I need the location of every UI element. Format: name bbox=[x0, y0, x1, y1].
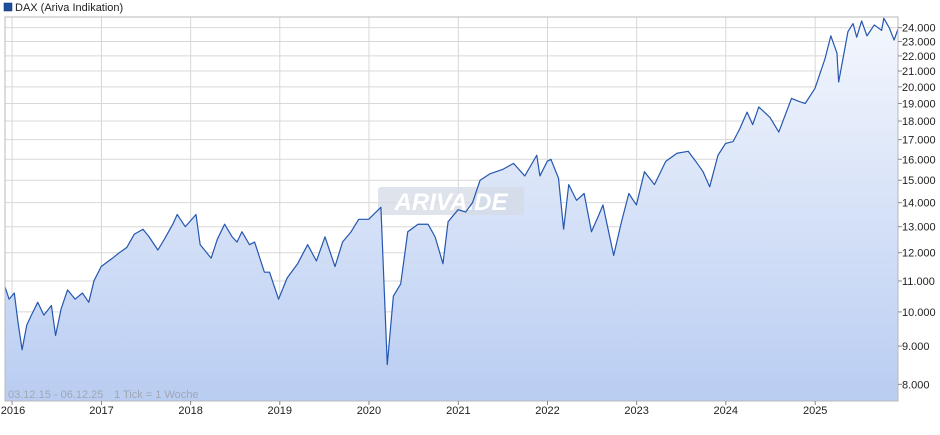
watermark-box bbox=[378, 187, 524, 215]
y-tick-label: 19.000 bbox=[902, 98, 936, 110]
x-tick-label: 2017 bbox=[89, 405, 113, 417]
y-tick-label: 12.000 bbox=[902, 248, 936, 260]
y-tick-label: 20.000 bbox=[902, 82, 936, 94]
y-tick-label: 21.000 bbox=[902, 66, 936, 78]
series-layer bbox=[4, 17, 899, 366]
legend: DAX (Ariva Indikation) bbox=[3, 2, 123, 14]
x-tick-label: 2021 bbox=[446, 405, 470, 417]
y-axis: 8.000 9.000 10.000 11.000 12.000 13.000 14.000… bbox=[898, 23, 936, 391]
y-tick-label: 22.000 bbox=[902, 51, 936, 63]
y-tick-label: 9.000 bbox=[902, 341, 930, 353]
watermark-text: ARIVA.DE bbox=[394, 189, 509, 216]
x-tick-label: 2018 bbox=[178, 405, 202, 417]
x-tick-label: 2024 bbox=[714, 405, 738, 417]
series-area-fill bbox=[5, 18, 898, 402]
series-line bbox=[4, 17, 899, 366]
x-tick-label: 2022 bbox=[535, 405, 559, 417]
x-tick-label: 2020 bbox=[357, 405, 381, 417]
legend-label: DAX (Ariva Indikation) bbox=[15, 2, 123, 14]
x-tick-label: 2019 bbox=[268, 405, 292, 417]
y-tick-label: 13.000 bbox=[902, 222, 936, 234]
y-tick-label: 8.000 bbox=[902, 379, 930, 391]
legend-swatch bbox=[3, 2, 13, 12]
plot-frame bbox=[4, 16, 899, 402]
x-axis: 2016 2017 2018 2019 2020 2021 2022 2023 2024 2025 bbox=[1, 401, 827, 417]
y-tick-label: 15.000 bbox=[902, 175, 936, 187]
y-tick-label: 24.000 bbox=[902, 23, 936, 35]
x-tick-label: 2023 bbox=[624, 405, 648, 417]
y-tick-label: 10.000 bbox=[902, 307, 936, 319]
y-tick-label: 14.000 bbox=[902, 198, 936, 210]
info-line: 03.12.15 - 06.12.25 1 Tick = 1 Woche bbox=[8, 389, 198, 401]
y-tick-label: 16.000 bbox=[902, 154, 936, 166]
y-tick-label: 17.000 bbox=[902, 135, 936, 147]
tick-info-text: 1 Tick = 1 Woche bbox=[114, 389, 198, 401]
y-tick-label: 18.000 bbox=[902, 116, 936, 128]
watermark: ARIVA.DE bbox=[378, 187, 524, 216]
x-tick-label: 2016 bbox=[1, 405, 25, 417]
plot-area bbox=[5, 18, 898, 402]
y-tick-label: 11.000 bbox=[902, 276, 935, 288]
date-range-text: 03.12.15 - 06.12.25 bbox=[8, 389, 103, 401]
y-tick-label: 23.000 bbox=[902, 36, 936, 48]
x-tick-label: 2025 bbox=[803, 405, 827, 417]
